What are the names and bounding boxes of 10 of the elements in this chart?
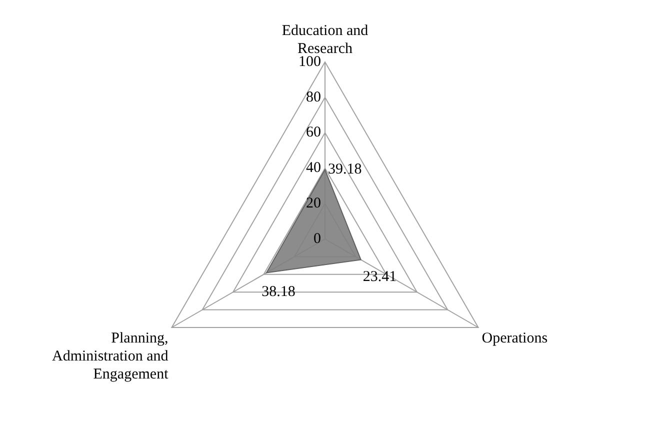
- data-label: 38.18: [262, 284, 296, 300]
- y-tick-label: 20: [306, 196, 321, 212]
- y-tick-label: 80: [306, 89, 321, 106]
- spoke-label: Planning, Administration and Engagement: [52, 330, 170, 382]
- spoke-label: Operations: [482, 330, 548, 346]
- y-tick-label: 0: [314, 230, 321, 247]
- data-label: 23.41: [362, 269, 397, 286]
- data-label: 39.18: [328, 162, 362, 178]
- y-tick-label: 40: [306, 160, 321, 176]
- y-tick-label: 60: [306, 124, 321, 141]
